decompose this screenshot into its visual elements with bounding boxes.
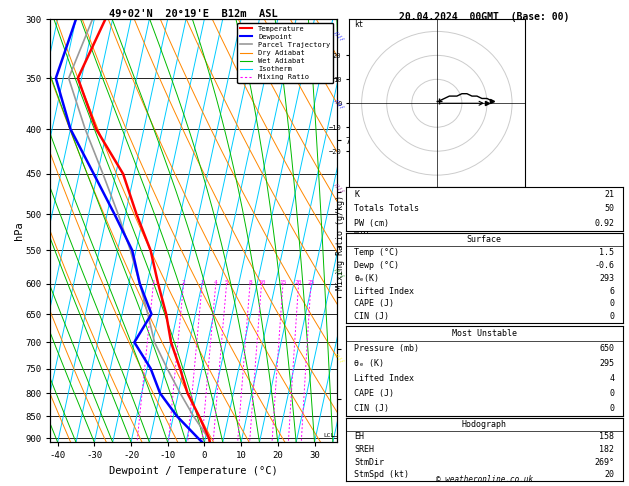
Text: Totals Totals: Totals Totals <box>354 205 420 213</box>
Text: 4: 4 <box>214 280 218 285</box>
Text: 50: 50 <box>604 205 615 213</box>
Text: StmSpd (kt): StmSpd (kt) <box>354 470 409 479</box>
Text: 0.92: 0.92 <box>594 219 615 228</box>
Text: Most Unstable: Most Unstable <box>452 329 517 338</box>
Text: K: K <box>354 190 359 199</box>
Text: Hodograph: Hodograph <box>462 420 507 429</box>
Text: CAPE (J): CAPE (J) <box>354 299 394 309</box>
Text: EH: EH <box>354 433 364 441</box>
Text: 1.5: 1.5 <box>599 248 615 257</box>
Text: PW (cm): PW (cm) <box>354 219 389 228</box>
Text: 5: 5 <box>225 280 228 285</box>
Text: 295: 295 <box>599 359 615 367</box>
Text: StmDir: StmDir <box>354 458 384 467</box>
Text: 650: 650 <box>599 344 615 353</box>
Text: kt: kt <box>354 19 364 29</box>
Text: -0.6: -0.6 <box>594 261 615 270</box>
X-axis label: Dewpoint / Temperature (°C): Dewpoint / Temperature (°C) <box>109 466 278 476</box>
Text: 15: 15 <box>279 280 287 285</box>
Text: Mixing Ratio (g/kg): Mixing Ratio (g/kg) <box>337 195 345 291</box>
Text: Temp (°C): Temp (°C) <box>354 248 399 257</box>
Text: 0: 0 <box>610 312 615 321</box>
Text: ////: //// <box>332 351 345 364</box>
Text: 20.04.2024  00GMT  (Base: 00): 20.04.2024 00GMT (Base: 00) <box>399 12 569 22</box>
Text: ////: //// <box>332 267 345 279</box>
Title: 49°02'N  20°19'E  B12m  ASL: 49°02'N 20°19'E B12m ASL <box>109 9 278 18</box>
Text: 25: 25 <box>307 280 314 285</box>
Text: Pressure (mb): Pressure (mb) <box>354 344 420 353</box>
Text: 20: 20 <box>295 280 303 285</box>
Text: ////: //// <box>332 98 345 110</box>
Text: 21: 21 <box>604 190 615 199</box>
Text: CIN (J): CIN (J) <box>354 403 389 413</box>
Text: 2: 2 <box>182 280 186 285</box>
Text: 0: 0 <box>610 388 615 398</box>
Text: ////: //// <box>332 182 345 195</box>
Y-axis label: km
ASL: km ASL <box>352 224 371 238</box>
Text: 182: 182 <box>599 445 615 454</box>
Text: SREH: SREH <box>354 445 374 454</box>
Text: 4: 4 <box>610 374 615 382</box>
Text: 158: 158 <box>599 433 615 441</box>
Y-axis label: hPa: hPa <box>14 222 24 240</box>
Legend: Temperature, Dewpoint, Parcel Trajectory, Dry Adiabat, Wet Adiabat, Isotherm, Mi: Temperature, Dewpoint, Parcel Trajectory… <box>237 23 333 83</box>
Text: Surface: Surface <box>467 235 502 244</box>
Text: 3: 3 <box>201 280 204 285</box>
Text: Lifted Index: Lifted Index <box>354 374 415 382</box>
Text: 0: 0 <box>610 299 615 309</box>
Text: LCL: LCL <box>323 434 335 438</box>
Text: 10: 10 <box>258 280 265 285</box>
Text: CIN (J): CIN (J) <box>354 312 389 321</box>
Text: θₑ(K): θₑ(K) <box>354 274 379 283</box>
Text: Dewp (°C): Dewp (°C) <box>354 261 399 270</box>
Text: © weatheronline.co.uk: © weatheronline.co.uk <box>436 474 533 484</box>
Text: 20: 20 <box>604 470 615 479</box>
Text: Lifted Index: Lifted Index <box>354 287 415 295</box>
Text: 6: 6 <box>610 287 615 295</box>
Text: 1: 1 <box>152 280 155 285</box>
Text: CAPE (J): CAPE (J) <box>354 388 394 398</box>
Text: 293: 293 <box>599 274 615 283</box>
Text: θₑ (K): θₑ (K) <box>354 359 384 367</box>
Text: 269°: 269° <box>594 458 615 467</box>
Text: 8: 8 <box>248 280 252 285</box>
Text: 0: 0 <box>610 403 615 413</box>
Text: ////: //// <box>332 30 345 43</box>
